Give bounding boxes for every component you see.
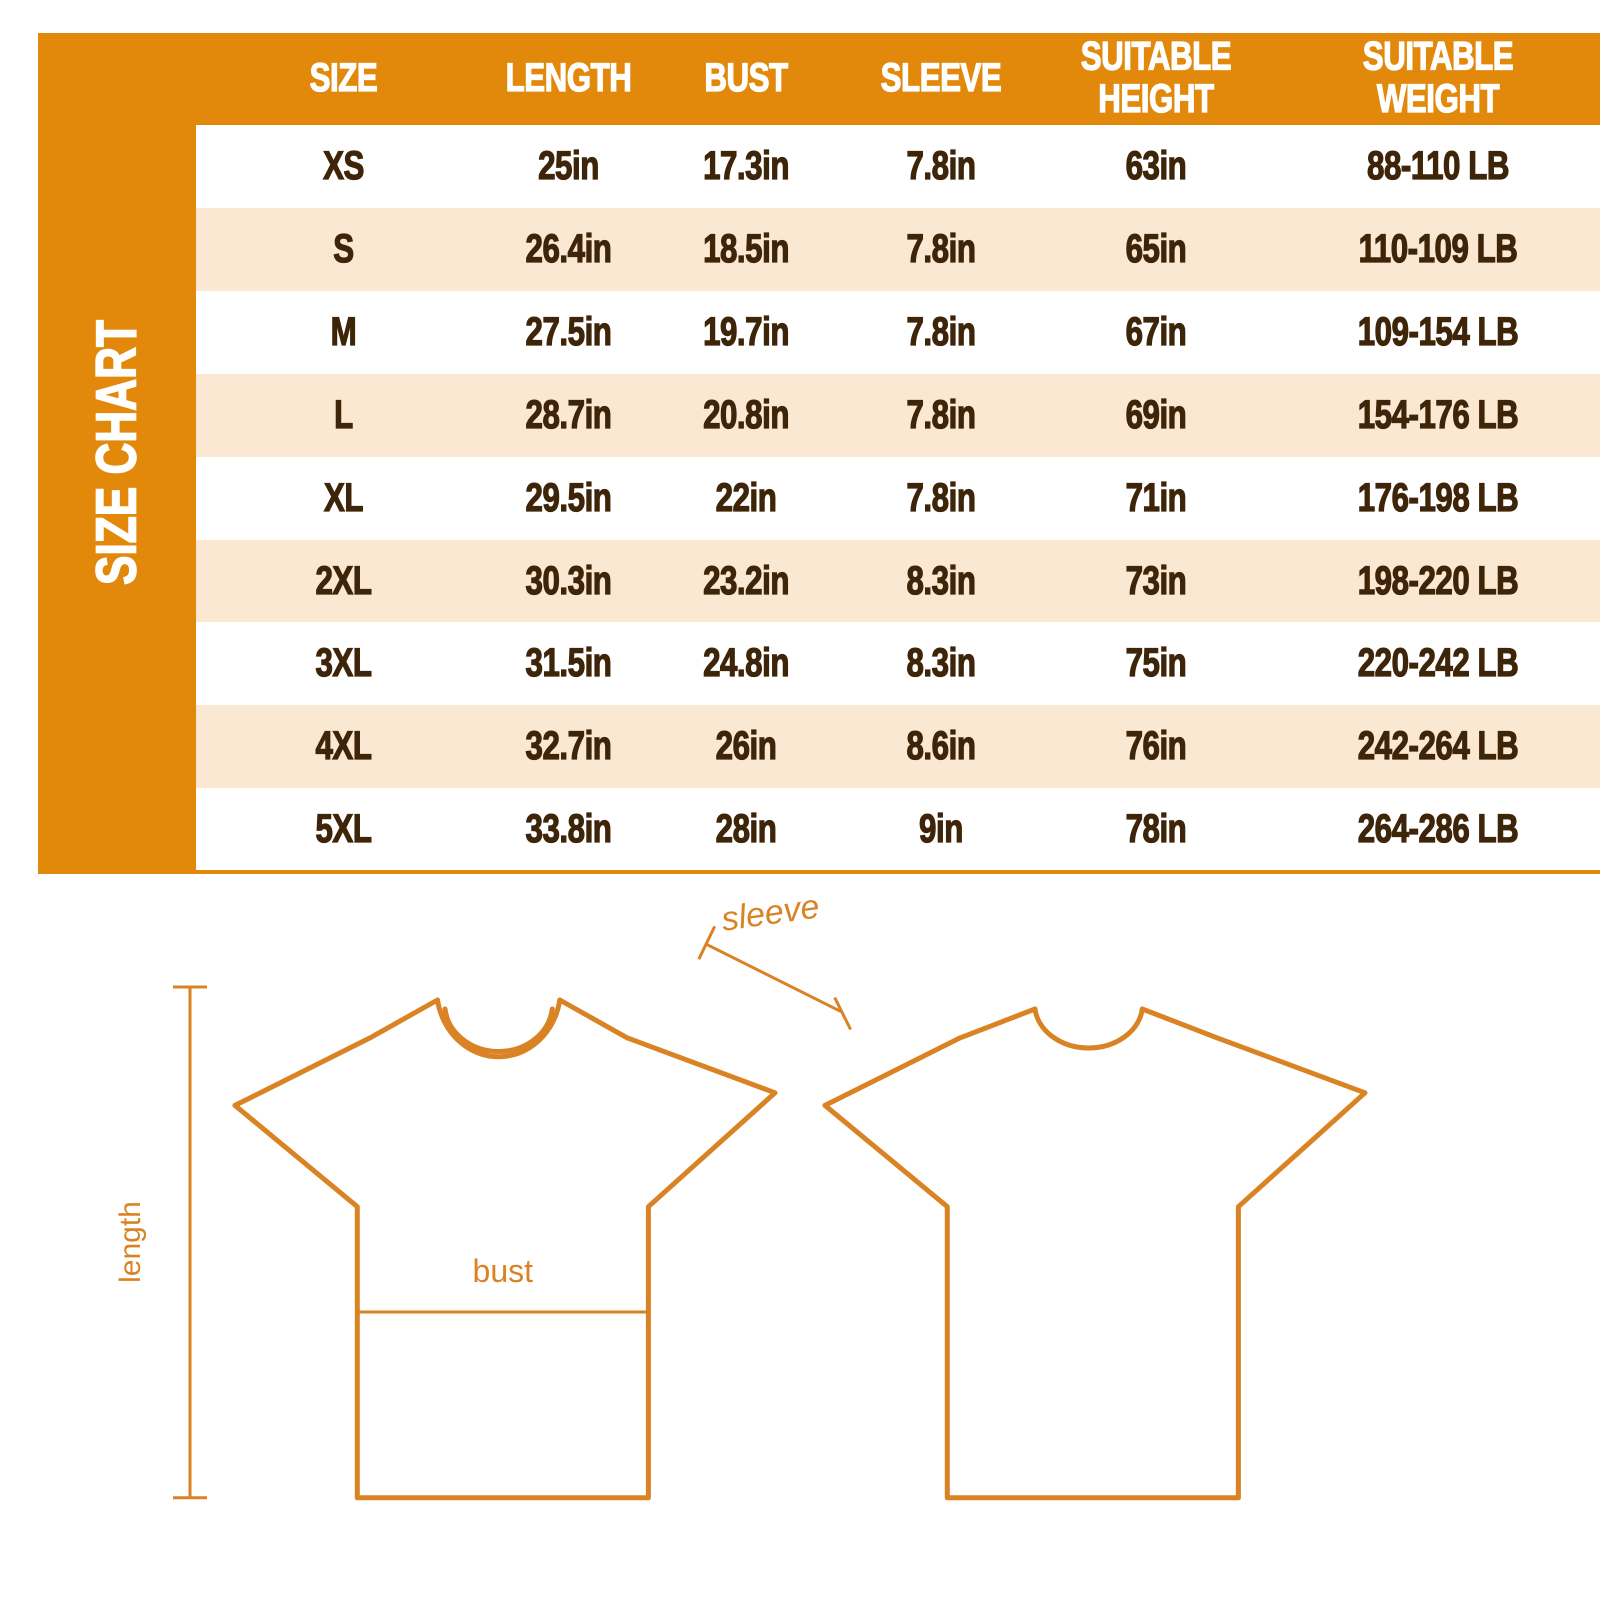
svg-text:length: length [114,1201,147,1283]
svg-text:sleeve: sleeve [719,900,822,939]
svg-text:bust: bust [473,1253,534,1289]
